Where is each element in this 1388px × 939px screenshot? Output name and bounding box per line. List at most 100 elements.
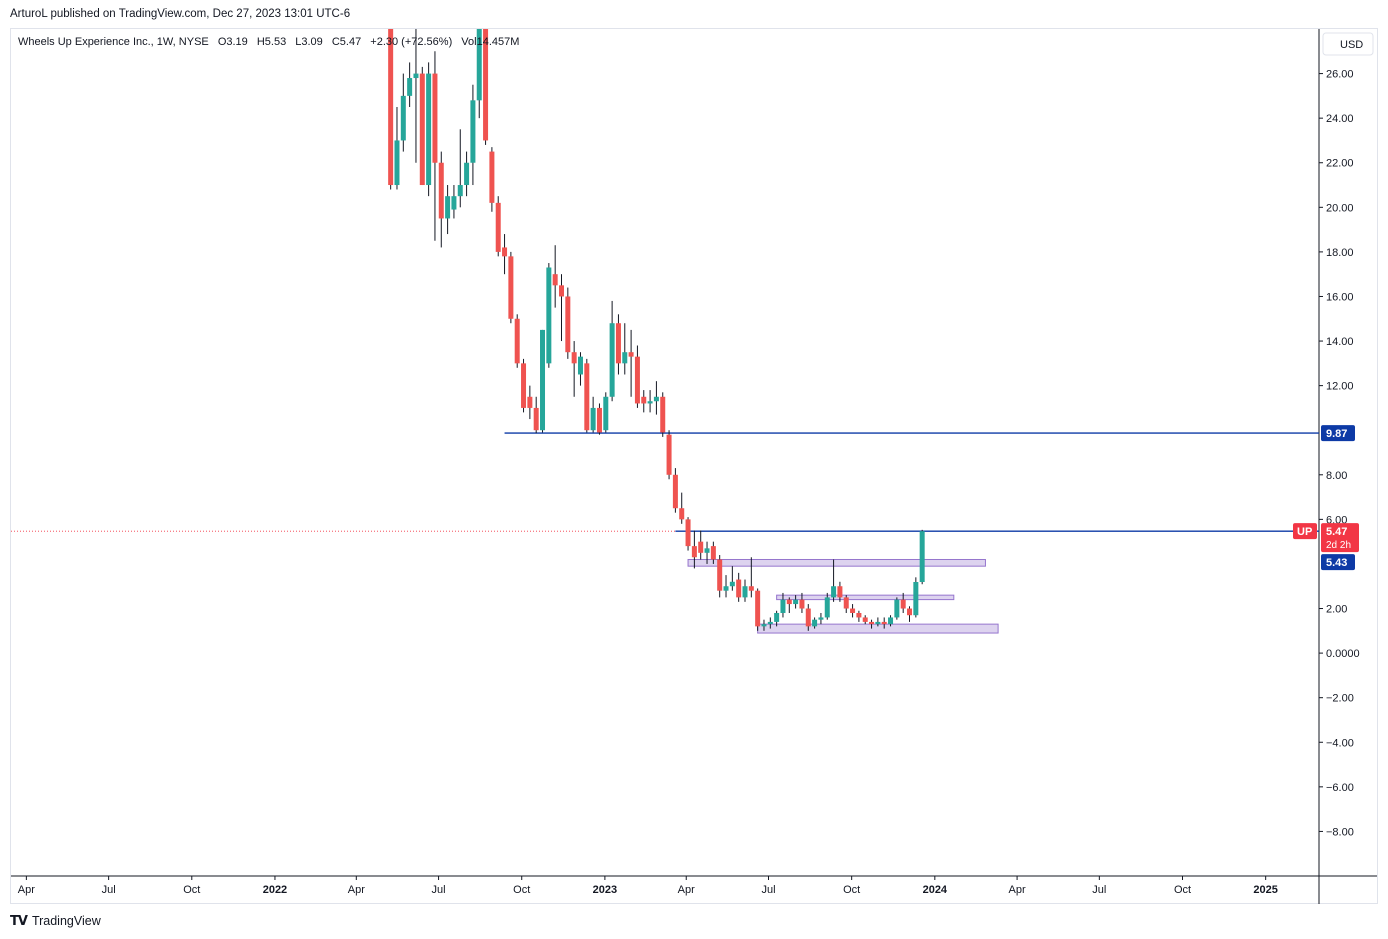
candle-body bbox=[615, 323, 621, 364]
candle-body bbox=[432, 73, 438, 163]
candle bbox=[755, 588, 761, 631]
candle-body bbox=[476, 29, 482, 101]
candle-body bbox=[767, 621, 773, 625]
candle bbox=[641, 390, 647, 413]
axes-layer: USD 26.00 24.00 22.00 20.00 18.00 16.00 14.00 12… bbox=[11, 29, 1377, 904]
candle-body bbox=[736, 579, 742, 598]
candle-body bbox=[666, 434, 672, 475]
candle-body bbox=[862, 617, 868, 622]
candle-body bbox=[837, 586, 843, 598]
candle bbox=[457, 129, 463, 208]
candle bbox=[900, 592, 906, 613]
candle bbox=[679, 492, 685, 524]
candle bbox=[660, 392, 666, 437]
candle bbox=[729, 566, 735, 591]
candle bbox=[603, 392, 609, 433]
candle bbox=[622, 323, 628, 375]
candle bbox=[502, 234, 508, 275]
candle-body bbox=[888, 617, 894, 625]
candle bbox=[596, 403, 602, 435]
y-tick-label: −2.00 bbox=[1326, 693, 1354, 705]
candle bbox=[495, 196, 501, 257]
candle-body bbox=[596, 407, 602, 433]
candle bbox=[609, 300, 615, 402]
x-tick-label: Oct bbox=[513, 884, 530, 896]
candle-body bbox=[850, 608, 856, 613]
candle-body bbox=[521, 363, 527, 408]
y-tick-label: 12.00 bbox=[1326, 381, 1354, 393]
currency-label: USD bbox=[1340, 39, 1363, 51]
candle bbox=[533, 396, 539, 434]
candle bbox=[634, 345, 640, 408]
candle bbox=[577, 352, 583, 386]
x-tick-label: Apr bbox=[18, 884, 35, 896]
candle-body bbox=[413, 73, 419, 79]
candle bbox=[704, 541, 710, 564]
candle-body bbox=[647, 401, 653, 404]
candle-body bbox=[470, 100, 476, 163]
candle-body bbox=[653, 396, 659, 402]
candle bbox=[666, 430, 672, 480]
candle bbox=[527, 385, 533, 420]
candle-body bbox=[717, 559, 723, 591]
candle bbox=[615, 314, 621, 375]
candle-body bbox=[660, 396, 666, 433]
candle-body bbox=[445, 196, 451, 219]
candle bbox=[521, 358, 527, 413]
x-tick-label: Jul bbox=[761, 884, 775, 896]
candle-body bbox=[622, 352, 628, 364]
y-tick-label: 14.00 bbox=[1326, 336, 1354, 348]
last-price-tag bbox=[1321, 523, 1359, 553]
candle-body bbox=[546, 267, 552, 364]
candle bbox=[780, 592, 786, 618]
candle-body bbox=[514, 318, 520, 364]
candle bbox=[438, 151, 444, 248]
candle bbox=[426, 62, 432, 197]
y-tick-label: 20.00 bbox=[1326, 202, 1354, 214]
candle-body bbox=[590, 407, 596, 431]
candle-body bbox=[685, 519, 691, 547]
x-tick-label: Apr bbox=[678, 884, 695, 896]
candle-body bbox=[748, 586, 754, 591]
candle bbox=[736, 572, 742, 602]
y-tick-label: −8.00 bbox=[1326, 826, 1354, 838]
candle bbox=[824, 592, 830, 620]
countdown-label: 2d 2h bbox=[1326, 540, 1351, 551]
candle bbox=[881, 617, 887, 629]
candle bbox=[407, 62, 413, 108]
legend-symbol: Wheels Up Experience Inc., 1W, NYSE bbox=[18, 36, 209, 48]
candle bbox=[805, 604, 811, 631]
candle bbox=[717, 555, 723, 598]
candle-body bbox=[609, 323, 615, 397]
candle-body bbox=[672, 474, 678, 509]
candle-body bbox=[799, 599, 805, 609]
candle-body bbox=[489, 151, 495, 203]
candle-body bbox=[710, 546, 716, 560]
y-tick-label: 8.00 bbox=[1326, 470, 1347, 482]
x-tick-label: 2022 bbox=[263, 884, 287, 896]
candle-body bbox=[400, 95, 406, 141]
tradingview-logo-icon: 𝗧𝗩 bbox=[10, 913, 28, 928]
candle-body bbox=[577, 356, 583, 375]
tradingview-brand[interactable]: 𝗧𝗩 TradingView bbox=[10, 913, 101, 929]
candle bbox=[710, 541, 716, 564]
y-tick-label: 26.00 bbox=[1326, 69, 1354, 81]
y-tick-label: −6.00 bbox=[1326, 782, 1354, 794]
candle bbox=[451, 185, 457, 219]
candle-body bbox=[628, 352, 634, 357]
tags-layer: 9.87 UP 5.47 2d 2h 5.43 bbox=[1293, 425, 1359, 571]
candle bbox=[489, 147, 495, 212]
candle bbox=[413, 29, 419, 163]
candle bbox=[843, 595, 849, 613]
y-tick-label: 24.00 bbox=[1326, 113, 1354, 125]
candle bbox=[552, 245, 558, 308]
candle bbox=[540, 329, 546, 433]
candle bbox=[862, 615, 868, 625]
candle-body bbox=[407, 78, 413, 96]
candle bbox=[767, 617, 773, 629]
candle-body bbox=[603, 396, 609, 431]
candle bbox=[793, 595, 799, 609]
candle-body bbox=[894, 599, 900, 618]
candle-body bbox=[508, 256, 514, 319]
